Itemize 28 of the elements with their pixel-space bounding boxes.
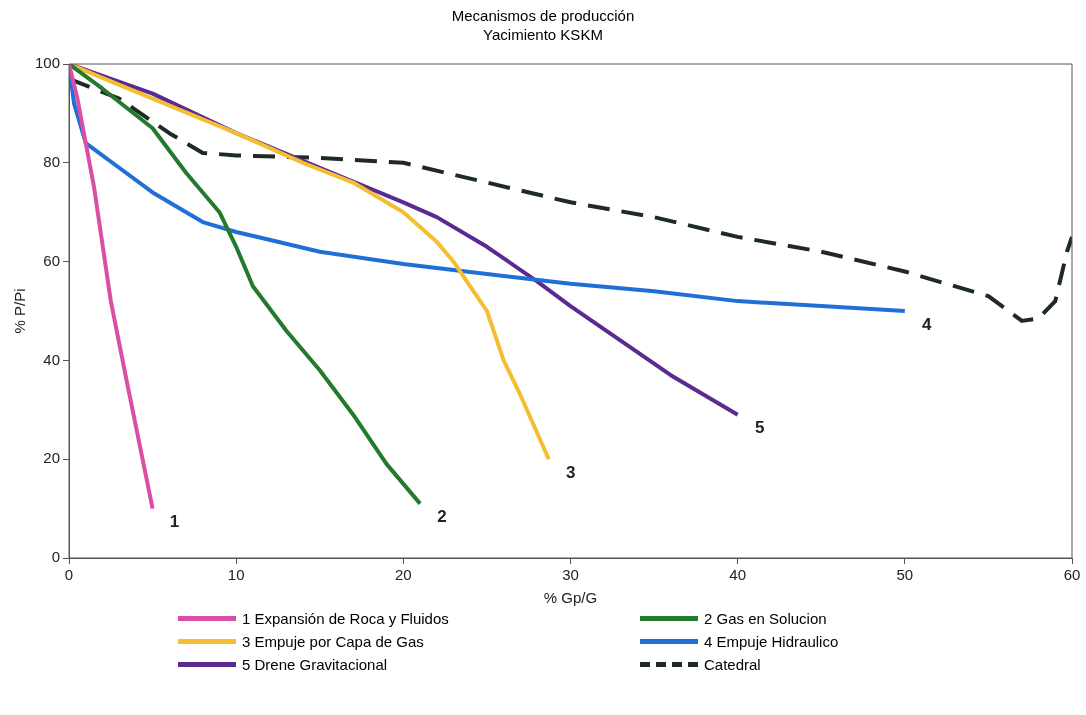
legend-label: 4 Empuje Hidraulico: [704, 633, 839, 650]
legend-label: 3 Empuje por Capa de Gas: [242, 633, 424, 650]
x-tick-label: 20: [395, 566, 412, 584]
legend-label: Catedral: [704, 656, 761, 673]
annotation: 1: [169, 512, 180, 532]
annotation: 3: [566, 462, 576, 482]
x-tick-label: 0: [64, 566, 74, 584]
y-tick-label: 80: [43, 152, 61, 170]
y-tick-label: 40: [43, 350, 61, 368]
chart-title: Mecanismos de producción: [450, 6, 636, 25]
y-tick-label: 0: [51, 548, 61, 566]
y-tick-label: 20: [43, 449, 61, 467]
x-tick-label: 30: [562, 566, 579, 584]
x-tick-label: 10: [227, 566, 245, 584]
annotation: 5: [754, 418, 765, 438]
x-tick-label: 40: [729, 566, 747, 584]
legend-label: 5 Drene Gravitacional: [242, 656, 388, 673]
chart-subtitle: Yacimiento KSKM: [482, 25, 604, 44]
legend-label: 1 Expansión de Roca y Fluidos: [242, 610, 449, 627]
y-tick-label: 60: [43, 251, 61, 269]
annotation: 4: [922, 314, 933, 334]
x-tick-label: 50: [896, 566, 914, 584]
y-axis-title: % P/Pi: [11, 288, 29, 334]
x-axis-title: % Gp/G: [543, 589, 598, 607]
x-tick-label: 60: [1063, 566, 1081, 584]
y-tick-label: 100: [35, 54, 61, 72]
annotation: 2: [437, 507, 447, 527]
legend-label: 2 Gas en Solucion: [704, 610, 827, 627]
